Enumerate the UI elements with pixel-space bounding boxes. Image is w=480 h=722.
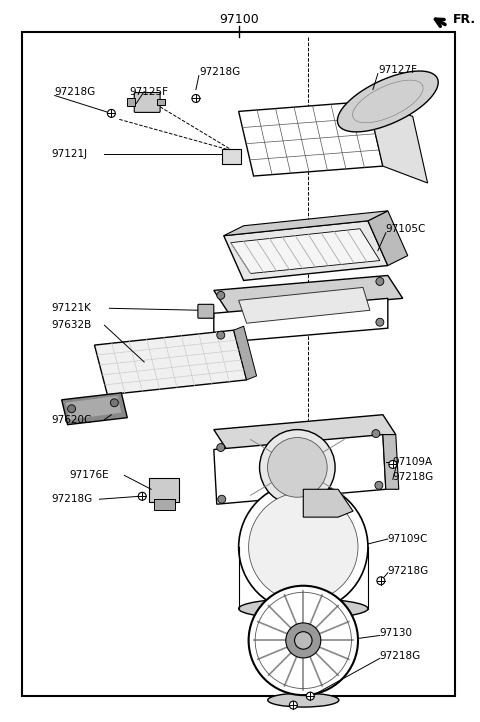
Text: 97218G: 97218G <box>52 495 93 504</box>
Circle shape <box>108 110 115 118</box>
Circle shape <box>286 623 321 658</box>
Circle shape <box>376 318 384 326</box>
Text: 97218G: 97218G <box>199 66 240 77</box>
Circle shape <box>249 492 358 601</box>
Text: 97127F: 97127F <box>378 65 417 74</box>
Circle shape <box>267 438 327 497</box>
Text: 97121K: 97121K <box>52 303 92 313</box>
FancyBboxPatch shape <box>134 92 160 113</box>
Circle shape <box>260 430 335 505</box>
Polygon shape <box>214 435 386 504</box>
Polygon shape <box>224 211 388 235</box>
Polygon shape <box>231 229 380 274</box>
Polygon shape <box>303 490 353 517</box>
Circle shape <box>192 95 200 103</box>
Polygon shape <box>61 393 127 425</box>
Ellipse shape <box>268 693 339 707</box>
Ellipse shape <box>239 599 368 619</box>
Text: 97218G: 97218G <box>393 472 434 482</box>
Text: 97130: 97130 <box>380 628 413 638</box>
Polygon shape <box>368 102 428 183</box>
Polygon shape <box>214 298 388 343</box>
Circle shape <box>239 482 368 612</box>
Circle shape <box>249 586 358 695</box>
Text: 97100: 97100 <box>219 14 259 27</box>
Circle shape <box>110 399 119 406</box>
Polygon shape <box>383 435 399 490</box>
Circle shape <box>375 482 383 490</box>
Circle shape <box>377 577 385 585</box>
Bar <box>127 98 135 106</box>
FancyBboxPatch shape <box>154 499 175 510</box>
FancyBboxPatch shape <box>222 149 241 164</box>
Text: 97105C: 97105C <box>386 224 426 234</box>
Text: FR.: FR. <box>453 14 476 27</box>
Polygon shape <box>239 102 383 176</box>
Text: 97109A: 97109A <box>393 458 433 467</box>
Circle shape <box>389 461 397 469</box>
Polygon shape <box>214 414 396 450</box>
Text: 97218G: 97218G <box>55 87 96 97</box>
Polygon shape <box>247 110 375 171</box>
Circle shape <box>138 492 146 500</box>
Circle shape <box>372 430 380 438</box>
Polygon shape <box>66 396 121 419</box>
Circle shape <box>217 443 225 451</box>
FancyBboxPatch shape <box>198 304 214 318</box>
Polygon shape <box>368 211 408 266</box>
Text: 97620C: 97620C <box>52 414 92 425</box>
FancyBboxPatch shape <box>149 479 179 503</box>
Polygon shape <box>234 326 257 380</box>
Circle shape <box>217 292 225 300</box>
Text: 97176E: 97176E <box>70 470 109 480</box>
Circle shape <box>306 692 314 700</box>
Circle shape <box>218 495 226 503</box>
Text: 97125F: 97125F <box>129 87 168 97</box>
Text: 97632B: 97632B <box>52 320 92 330</box>
Circle shape <box>217 331 225 339</box>
Text: 97218G: 97218G <box>388 566 429 576</box>
Text: 97121J: 97121J <box>52 149 88 159</box>
Text: 97109C: 97109C <box>388 534 428 544</box>
Bar <box>157 100 165 105</box>
Circle shape <box>295 632 312 649</box>
Polygon shape <box>214 276 403 313</box>
Circle shape <box>68 405 75 413</box>
Polygon shape <box>95 330 247 395</box>
Circle shape <box>376 277 384 285</box>
Text: 97218G: 97218G <box>380 651 421 661</box>
Polygon shape <box>224 221 388 280</box>
Polygon shape <box>239 287 370 323</box>
Polygon shape <box>337 71 438 132</box>
Circle shape <box>289 701 297 709</box>
